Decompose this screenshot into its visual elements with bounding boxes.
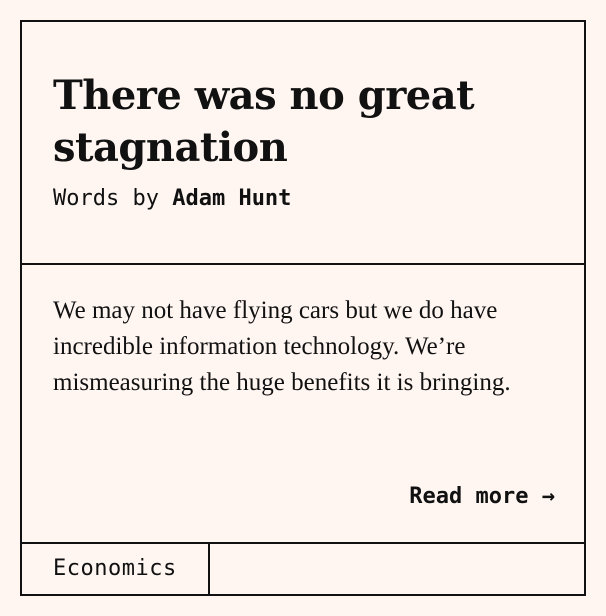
article-card: There was no great stagnation Words by A… bbox=[20, 20, 586, 596]
article-header: There was no great stagnation Words by A… bbox=[22, 22, 584, 265]
category-tag-label: Economics bbox=[53, 556, 177, 581]
byline-prefix: Words by bbox=[53, 186, 159, 211]
read-more-link[interactable]: Read more → bbox=[409, 484, 555, 509]
byline: Words by Adam Hunt bbox=[53, 184, 291, 214]
article-footer: Economics bbox=[22, 542, 584, 594]
article-body: We may not have flying cars but we do ha… bbox=[22, 265, 584, 542]
author-name: Adam Hunt bbox=[172, 186, 292, 211]
article-title: There was no great stagnation bbox=[53, 72, 475, 171]
article-summary: We may not have flying cars but we do ha… bbox=[53, 297, 511, 396]
category-tag[interactable]: Economics bbox=[22, 544, 210, 594]
